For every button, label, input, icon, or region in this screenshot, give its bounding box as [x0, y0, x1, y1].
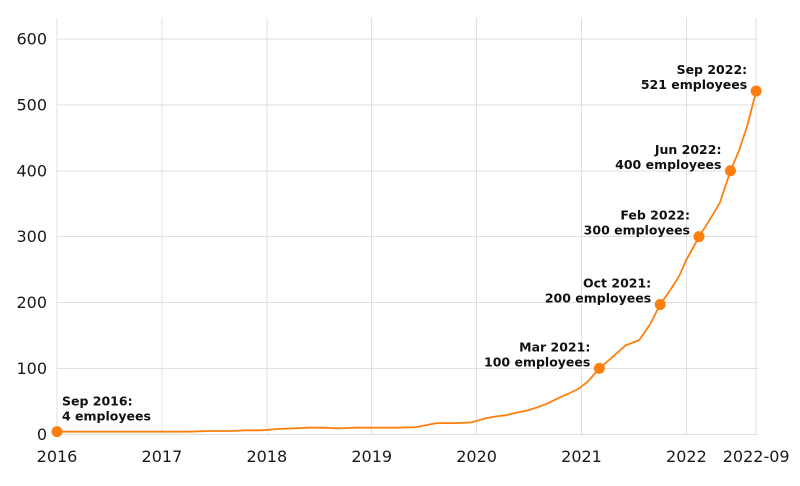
milestone-annotation-line2: 200 employees: [545, 291, 651, 306]
y-tick-label: 300: [16, 227, 47, 246]
milestone-marker: [750, 85, 762, 97]
x-tick-label: 2022: [666, 447, 707, 466]
y-tick-label: 0: [37, 425, 47, 444]
x-tick-label: 2016: [37, 447, 78, 466]
milestone-annotation-line1: Mar 2021:: [519, 339, 590, 354]
growth-line: [56, 90, 758, 433]
milestone-annotation-line1: Sep 2022:: [677, 62, 748, 77]
x-tick-label: 2018: [246, 447, 287, 466]
milestone-marker: [593, 362, 605, 374]
milestone-annotation-line2: 521 employees: [641, 77, 747, 92]
x-tick-label: 2019: [351, 447, 392, 466]
milestone-annotation-line1: Feb 2022:: [620, 208, 690, 223]
milestone-marker: [693, 231, 705, 243]
milestone-annotation-line1: Sep 2016:: [62, 394, 133, 409]
milestone-annotation-line2: 300 employees: [584, 223, 690, 238]
y-tick-label: 100: [16, 359, 47, 378]
x-tick-label: 2021: [561, 447, 602, 466]
x-tick-label: 2020: [456, 447, 497, 466]
y-tick-label: 200: [16, 293, 47, 312]
milestone-annotation-line1: Oct 2021:: [583, 276, 651, 291]
y-tick-label: 400: [16, 161, 47, 180]
milestone-marker: [654, 299, 666, 311]
y-tick-label: 500: [16, 95, 47, 114]
milestone-marker: [51, 426, 63, 438]
x-tick-label: 2022-09: [723, 447, 790, 466]
milestone-marker: [724, 165, 736, 177]
milestone-annotation-line2: 400 employees: [615, 157, 721, 172]
milestone-annotation-line2: 100 employees: [484, 354, 590, 369]
milestone-annotation-line2: 4 employees: [62, 409, 151, 424]
x-tick-label: 2017: [142, 447, 183, 466]
y-tick-label: 600: [16, 30, 47, 49]
milestone-annotation-line1: Jun 2022:: [654, 142, 722, 157]
